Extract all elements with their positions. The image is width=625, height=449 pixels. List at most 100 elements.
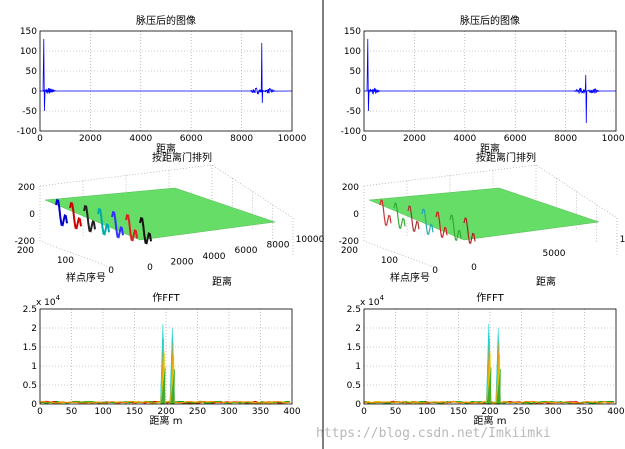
x-tick-label: 200 (157, 407, 174, 417)
plots: 0 2000 4000 6000 8000 10000-100-50050100150脉压… (15, 14, 625, 427)
y-tick-label: 0 (108, 266, 114, 276)
z-tick-label: 200 (18, 183, 35, 193)
mesh-box-edge (363, 186, 440, 270)
x-tick-label: 4000 (129, 134, 152, 144)
mesh-ridge (393, 202, 406, 229)
fft-xlabel: 距离 m (474, 414, 507, 427)
y-tick-label: 0.5 (347, 381, 361, 391)
y-tick-label: 1 (31, 362, 37, 372)
y-tick-label: 100 (20, 47, 37, 57)
mesh-ridge (407, 205, 420, 232)
pulse-title: 脉压后的图像 (136, 14, 196, 27)
x-tick-label: 300 (544, 407, 561, 417)
fft-title: 作FFT (152, 292, 180, 304)
mesh-ridge (435, 211, 448, 238)
x-tick-label: 8000 (230, 134, 253, 144)
z-tick-label: -200 (339, 237, 360, 247)
x-tick-label: 10000 (296, 235, 325, 245)
x-tick-label: 0 (361, 407, 367, 417)
y-tick-label: 2.5 (347, 305, 361, 315)
y-tick-label: 0.5 (23, 381, 37, 391)
y-tick-label: 0 (355, 400, 361, 410)
y-tick-label: 1 (355, 362, 361, 372)
x-tick-label: 350 (576, 407, 593, 417)
mesh-xlabel: 距离 (212, 275, 232, 288)
x-tick-label: 350 (252, 407, 269, 417)
mesh-ridge (97, 207, 110, 236)
y-tick-label: -100 (341, 127, 362, 137)
mesh-ridge (125, 213, 138, 242)
exponent-base: x 10 (360, 298, 380, 308)
y-tick-label: 150 (20, 27, 37, 37)
pulse-plot: 0 2000 4000 6000 8000 10000 -100 -50 0 50 100 150 脉压… (341, 14, 625, 155)
x-tick-label: 100 (418, 407, 435, 417)
y-tick-label: 0 (432, 266, 438, 276)
mesh-box-edge (39, 186, 116, 270)
plot-frame (39, 308, 293, 405)
y-tick-label: 100 (381, 256, 398, 266)
x-tick-label: 0 (361, 134, 367, 144)
z-tick-label: -200 (15, 237, 36, 247)
pulse-waveform (364, 38, 616, 124)
y-tick-label: 100 (344, 47, 361, 57)
x-tick-label: 6000 (180, 134, 203, 144)
x-tick-label: 10000 (620, 235, 625, 245)
x-tick-label: 10000 (278, 134, 307, 144)
mesh-surface (368, 187, 600, 241)
exponent-power: 4 (56, 294, 61, 302)
pulse-xlabel: 距离 (480, 142, 500, 155)
x-tick-label: 2000 (79, 134, 102, 144)
mesh-ridge (139, 216, 152, 245)
x-tick-label: 50 (390, 407, 402, 417)
mesh-xlabel: 距离 (536, 275, 556, 288)
mesh-ridge (463, 217, 476, 244)
x-tick-label: 0 (37, 407, 43, 417)
y-tick-label: 200 (341, 246, 358, 256)
pulse-title: 脉压后的图像 (460, 14, 520, 27)
y-tick-label: 150 (344, 27, 361, 37)
y-tick-label: 0 (355, 87, 361, 97)
x-tick-label: 250 (513, 407, 530, 417)
x-tick-label: 5000 (543, 249, 566, 259)
pulse-plot: 0 2000 4000 6000 8000 10000 -100 -50 0 50 100 150 脉压… (17, 14, 307, 155)
pulse-xlabel: 距离 (156, 142, 176, 155)
z-tick-label: 0 (29, 210, 35, 220)
x-tick-label: 250 (189, 407, 206, 417)
plot-frame (363, 30, 617, 132)
x-tick-label: 8000 (554, 134, 577, 144)
y-tick-label: 0 (31, 400, 37, 410)
x-tick-label: 0 (471, 263, 477, 273)
x-tick-label: 4000 (203, 252, 226, 262)
x-tick-label: 10000 (602, 134, 625, 144)
mesh-title: 按距离门排列 (152, 151, 212, 164)
mesh-ylabel: 样点序号 (390, 271, 430, 284)
y-tick-label: 1.5 (347, 343, 361, 353)
y-tick-label: 200 (17, 246, 34, 256)
fft-title: 作FFT (476, 292, 504, 304)
y-tick-label: -50 (346, 107, 361, 117)
fft-exponent-label: x 104 (36, 294, 61, 308)
mesh-box-edge (39, 164, 294, 219)
x-tick-label: 300 (220, 407, 237, 417)
mesh-ridge (55, 198, 68, 227)
fft-exponent-label: x 104 (360, 294, 385, 308)
mesh-ridge (83, 204, 96, 233)
mesh-surface (44, 187, 276, 241)
mesh-ylabel: 样点序号 (66, 271, 106, 284)
y-tick-label: 100 (57, 256, 74, 266)
plot-frame (363, 308, 617, 405)
x-tick-label: 6000 (504, 134, 527, 144)
x-tick-label: 400 (283, 407, 300, 417)
mesh-ridge (421, 208, 434, 235)
x-tick-label: 100 (94, 407, 111, 417)
x-tick-label: 200 (481, 407, 498, 417)
x-tick-label: 400 (607, 407, 624, 417)
mesh-box-edge (363, 164, 618, 219)
plot-frame (39, 30, 293, 132)
x-tick-label: 6000 (235, 246, 258, 256)
mesh-ridge (69, 201, 82, 230)
x-tick-label: 0 (37, 134, 43, 144)
fft-plot: 0 50 100 150 200 250 300 350 400 0 0.5 1 1.5 2 2.5x 10… (347, 292, 625, 427)
y-tick-label: 50 (350, 67, 362, 77)
